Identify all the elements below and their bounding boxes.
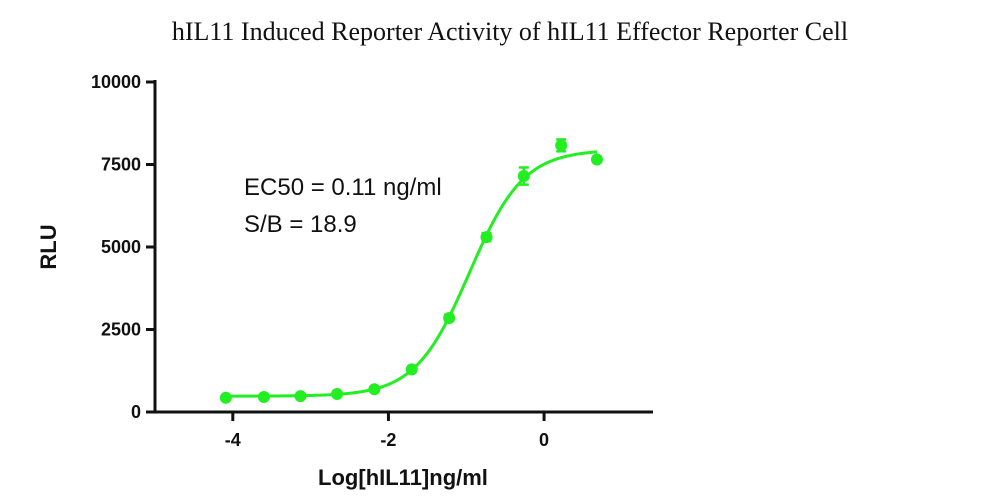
y-tick-label: 7500 [101, 155, 141, 175]
y-tick-label: 2500 [101, 320, 141, 340]
data-point [590, 153, 603, 166]
data-point [555, 139, 568, 152]
data-point [331, 388, 344, 401]
y-tick-label: 10000 [91, 72, 141, 92]
data-point [517, 170, 530, 183]
y-tick-label: 0 [131, 402, 141, 422]
data-point [405, 363, 418, 376]
data-point [443, 311, 456, 324]
chart-title: hIL11 Induced Reporter Activity of hIL11… [172, 17, 848, 46]
data-point [368, 383, 381, 396]
data-points-group [219, 138, 603, 404]
x-tick-label: -2 [380, 430, 396, 450]
data-point [257, 390, 270, 403]
annotation-text: EC50 = 0.11 ng/ml [244, 174, 442, 201]
x-tick-label: 0 [539, 430, 549, 450]
data-point [480, 231, 493, 244]
x-axis-label: Log[hIL11]ng/ml [318, 465, 488, 490]
annotation-text: S/B = 18.9 [244, 211, 357, 238]
data-point [219, 391, 232, 404]
annotations-group: EC50 = 0.11 ng/ml S/B = 18.9 [244, 174, 442, 238]
x-tick-label: -4 [225, 430, 241, 450]
y-tick-label: 5000 [101, 237, 141, 257]
axes-group: 0 2500 5000 7500 10000 -4 -2 0 [91, 72, 653, 450]
data-point [294, 390, 307, 403]
y-axis-label: RLU [36, 224, 61, 269]
